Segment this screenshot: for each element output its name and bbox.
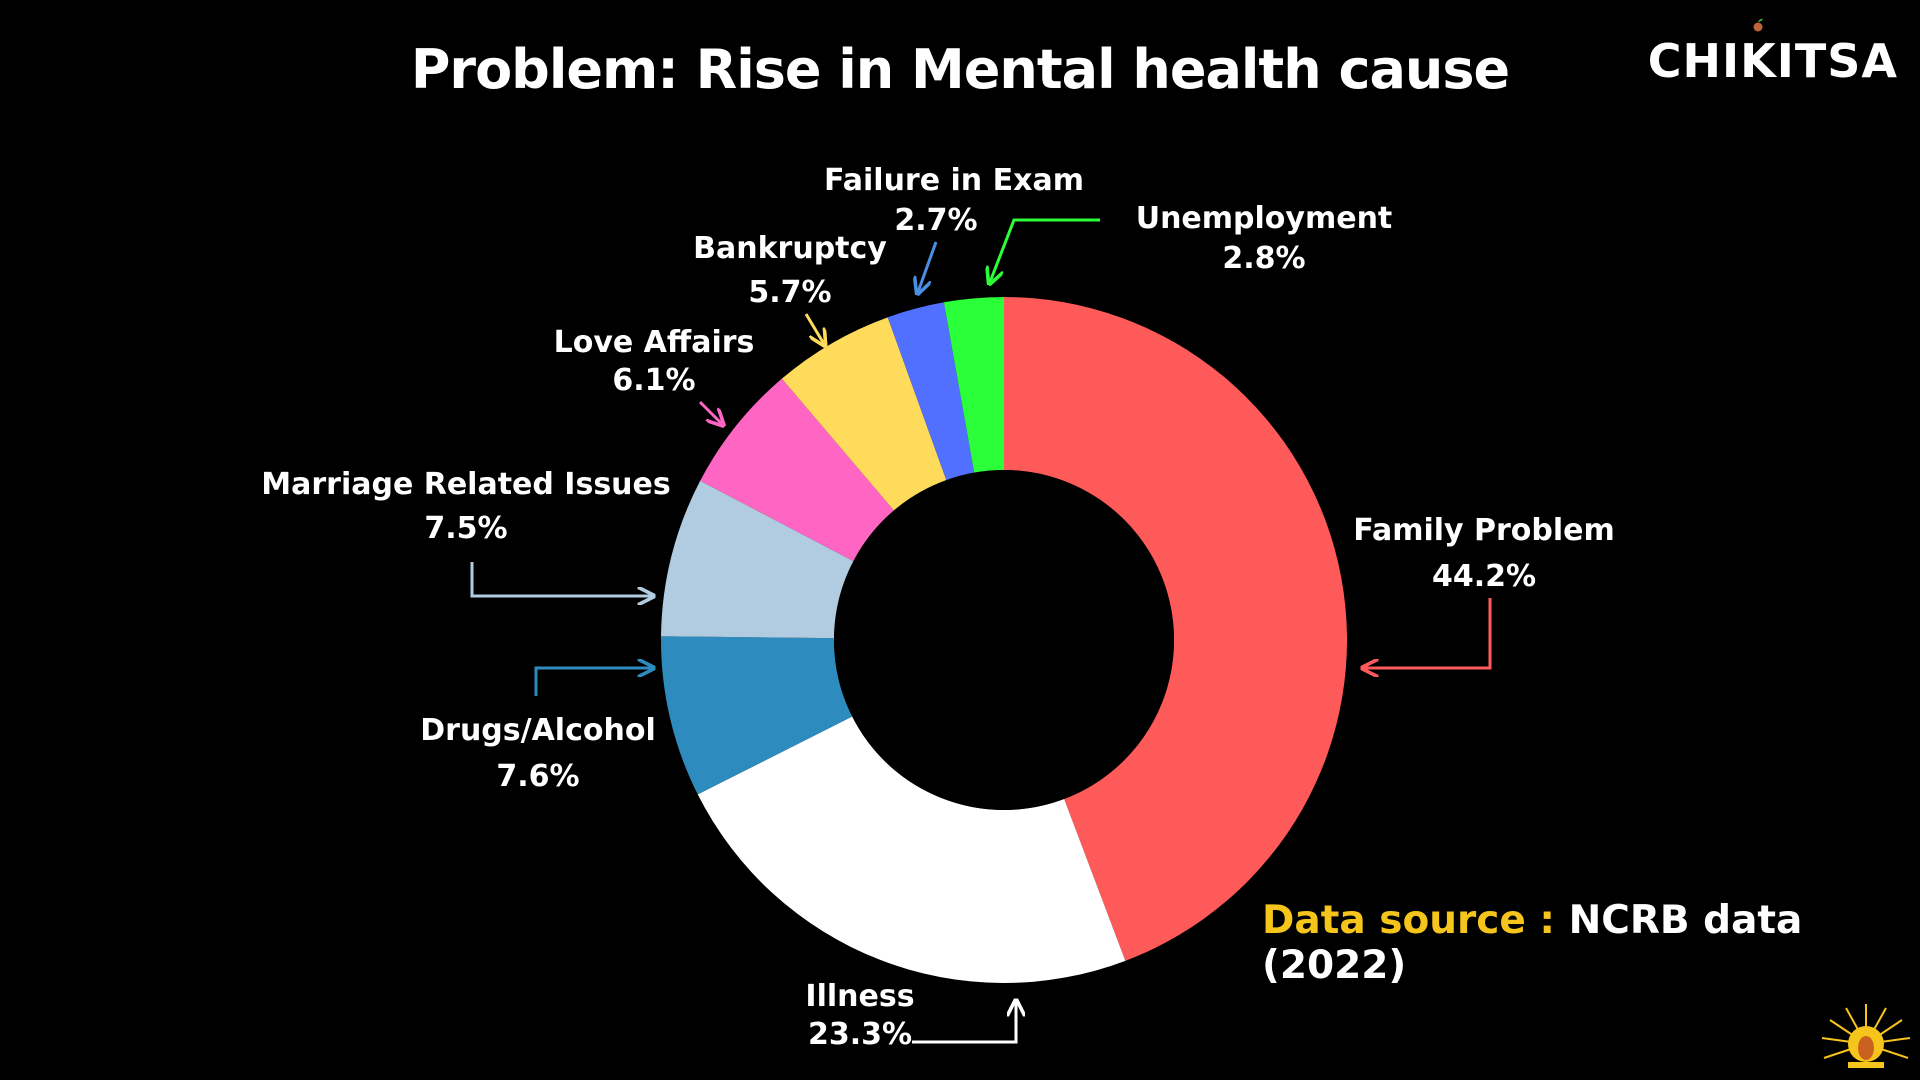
- slice-label-unemployment: 2.8%: [1222, 241, 1305, 276]
- brand-logo: CHIKITSA: [1647, 34, 1898, 88]
- slice-love-affairs: [700, 378, 894, 562]
- slice-family-problem: [1004, 297, 1347, 961]
- slice-name-failure-in-exam: Failure in Exam: [824, 163, 1084, 198]
- slice-name-love-affairs: Love Affairs: [554, 325, 755, 360]
- callout-love-affairs: [698, 400, 722, 424]
- callout-marriage-related-issues: [470, 562, 652, 596]
- slice-drugs-alcohol: [660, 636, 853, 795]
- donut-slices: [660, 297, 1347, 983]
- callout-failure-in-exam: [918, 241, 938, 292]
- slice-name-family-problem: Family Problem: [1353, 513, 1615, 548]
- callout-drugs-alcohol: [534, 668, 652, 696]
- slice-label-illness: 23.3%: [808, 1017, 912, 1052]
- page-title: Problem: Rise in Mental health cause: [410, 38, 1510, 101]
- sun-emblem-icon: [1821, 1004, 1911, 1068]
- callout-family-problem: [1364, 598, 1492, 668]
- slice-illness: [697, 716, 1126, 983]
- slice-bankruptcy: [781, 317, 947, 511]
- slice-name-drugs-alcohol: Drugs/Alcohol: [420, 713, 656, 748]
- donut-hole: [834, 470, 1174, 810]
- slice-label-marriage-related-issues: 7.5%: [424, 511, 507, 546]
- slice-label-failure-in-exam: 2.7%: [894, 203, 977, 238]
- slice-label-love-affairs: 6.1%: [612, 363, 695, 398]
- slice-name-illness: Illness: [805, 979, 914, 1014]
- callout-bankruptcy: [804, 313, 824, 344]
- data-source-label: Data source :: [1262, 898, 1555, 943]
- data-source: Data source : NCRB data (2022): [1262, 898, 1920, 988]
- data-source-value: NCRB data (2022): [1262, 898, 1803, 988]
- callout-unemployment: [990, 218, 1100, 282]
- slice-label-family-problem: 44.2%: [1432, 559, 1536, 594]
- callout-illness: [912, 1002, 1016, 1044]
- slice-failure-in-exam: [887, 302, 975, 481]
- logo-leaf-icon: [1753, 18, 1763, 32]
- slice-marriage-related-issues: [661, 480, 854, 639]
- slice-label-drugs-alcohol: 7.6%: [496, 759, 579, 794]
- slice-name-bankruptcy: Bankruptcy: [693, 231, 887, 266]
- slice-name-unemployment: Unemployment: [1136, 201, 1393, 236]
- slice-unemployment: [943, 297, 1004, 473]
- slice-name-marriage-related-issues: Marriage Related Issues: [261, 467, 671, 502]
- slice-label-bankruptcy: 5.7%: [748, 275, 831, 310]
